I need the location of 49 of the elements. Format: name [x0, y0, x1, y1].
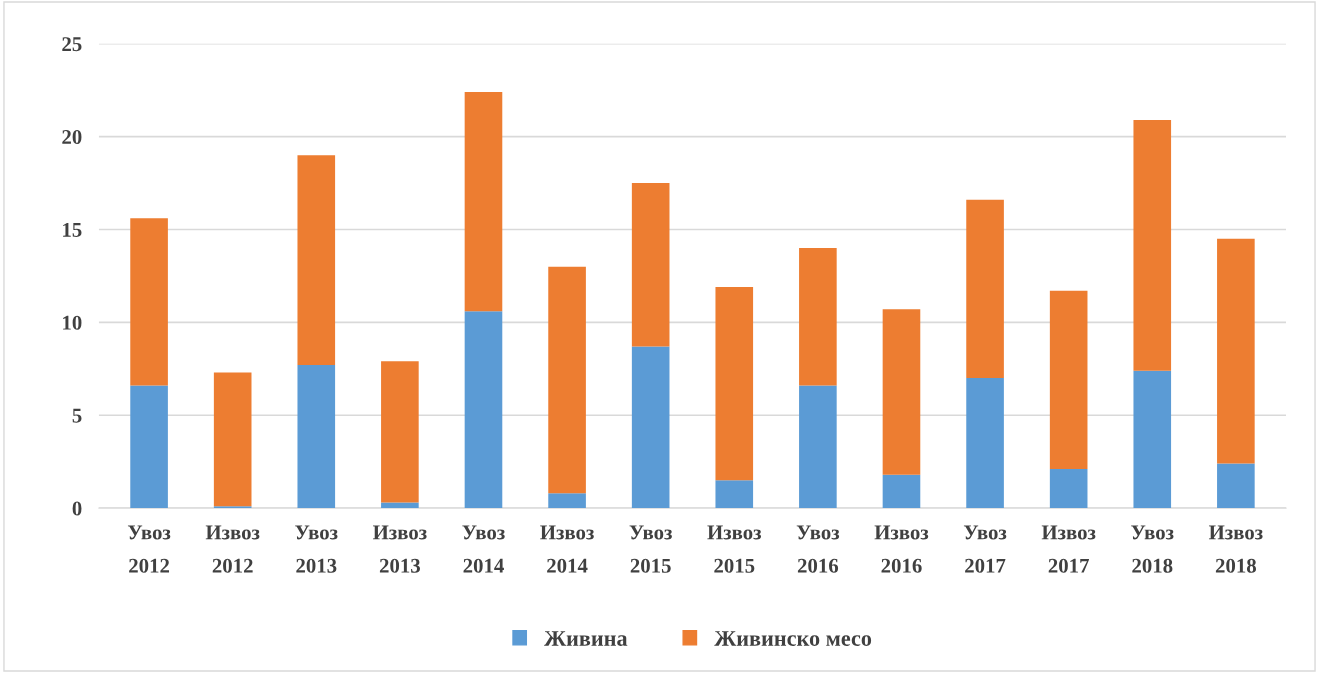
y-tick-label: 25: [62, 37, 82, 52]
bar: [297, 365, 336, 509]
bar: [715, 480, 754, 509]
bar: [966, 199, 1004, 379]
y-tick-label: 20: [62, 129, 82, 145]
x-tick-label: Увоз 2013: [295, 525, 338, 573]
x-tick-label: Извоз 2014: [540, 525, 594, 573]
legend-label: Живинско месо: [714, 631, 872, 646]
legend-label: Живина: [544, 631, 628, 646]
bar: [966, 378, 1004, 509]
y-tick-label: 10: [63, 315, 82, 330]
bar: [130, 218, 168, 386]
x-tick-label: Увоз 2015: [629, 525, 672, 573]
bar: [799, 248, 837, 386]
x-tick-label: Извоз 2018: [1208, 525, 1263, 573]
x-tick-label: Извоз 2015: [707, 525, 762, 573]
bar: [464, 311, 503, 509]
bar: [631, 183, 670, 347]
y-tick-label: 15: [63, 222, 82, 237]
bar: [1133, 119, 1172, 371]
bar: [1133, 370, 1172, 509]
x-tick-label: Увоз 2017: [963, 525, 1007, 573]
x-tick-label: Извоз 2016: [874, 525, 929, 573]
bar: [1217, 238, 1255, 464]
bar: [213, 372, 252, 507]
bar: [548, 493, 586, 509]
bar: [381, 361, 419, 503]
bar: [1217, 463, 1255, 509]
bar: [882, 474, 921, 509]
bar: [548, 266, 586, 494]
bar: [882, 309, 921, 475]
bar: [297, 155, 336, 366]
y-tick-label: 5: [72, 408, 82, 423]
bar: [130, 385, 168, 509]
bar: [631, 346, 670, 509]
bar: [1049, 290, 1088, 470]
x-tick-label: Увоз 2014: [462, 525, 505, 573]
x-tick-label: Увоз 2012: [127, 525, 171, 573]
bar: [799, 385, 837, 509]
x-tick-label: Извоз 2017: [1041, 525, 1096, 573]
x-tick-label: Извоз 2012: [205, 525, 260, 573]
x-tick-label: Увоз 2016: [796, 525, 840, 573]
bar: [381, 502, 419, 509]
x-tick-label: Извоз 2013: [372, 525, 427, 573]
bar: [1049, 469, 1088, 509]
y-tick-label: 0: [72, 501, 82, 516]
x-tick-label: Увоз 2018: [1131, 525, 1174, 573]
bar: [464, 92, 503, 312]
bar: [715, 287, 754, 481]
